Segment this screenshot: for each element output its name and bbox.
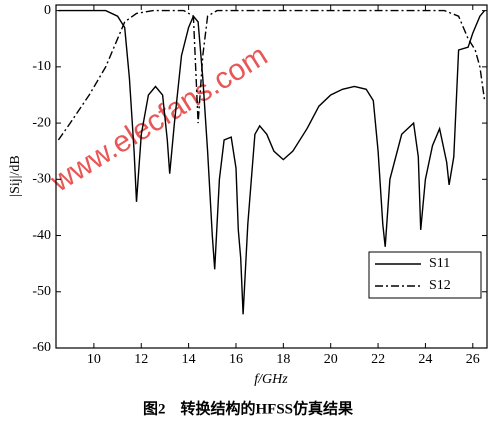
y-tick-label: -50 (32, 284, 51, 299)
y-tick-label: 0 (44, 3, 51, 18)
y-tick-label: -10 (32, 59, 51, 74)
x-axis-label: f/GHz (254, 372, 288, 387)
x-tick-label: 16 (229, 352, 243, 367)
x-tick-label: 22 (371, 352, 385, 367)
series-line (58, 9, 486, 315)
x-tick-label: 14 (182, 352, 196, 367)
legend-label: S12 (429, 278, 451, 293)
y-tick-label: -30 (32, 172, 51, 187)
legend-box (368, 251, 482, 299)
x-tick-label: 20 (324, 352, 338, 367)
x-tick-label: 12 (134, 352, 148, 367)
y-tick-label: -40 (32, 228, 51, 243)
x-tick-label: 26 (466, 352, 480, 367)
y-tick-label: -60 (32, 340, 51, 355)
caption: 图2 转换结构的HFSS仿真结果 (143, 399, 354, 417)
x-tick-label: 10 (87, 352, 101, 367)
plot-frame (55, 4, 488, 349)
series-line (57, 9, 486, 141)
legend-label: S11 (429, 256, 450, 271)
x-tick-label: 18 (276, 352, 290, 367)
watermark: www.elecfans.com (44, 39, 273, 199)
x-tick-label: 24 (418, 352, 432, 367)
y-axis-label: |Sij|/dB (8, 155, 23, 196)
y-tick-label: -20 (32, 115, 51, 130)
